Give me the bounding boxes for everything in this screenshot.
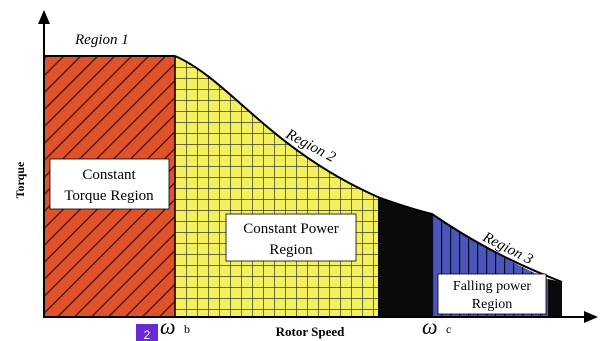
x-axis-label: Rotor Speed — [276, 324, 346, 339]
constant-torque-line2: Torque Region — [64, 188, 154, 204]
constant-power-line2: Region — [269, 242, 313, 258]
constant-power-line1: Constant Power — [243, 221, 338, 237]
y-axis-arrow — [38, 10, 50, 24]
omega-b-symbol: ω — [160, 314, 176, 339]
omega-c-subscript: c — [446, 322, 451, 336]
constant-power-box — [225, 213, 357, 262]
transition-band — [378, 196, 432, 316]
region3-tip — [548, 279, 562, 316]
annotation-badge[interactable] — [136, 324, 158, 341]
falling-power-line1: Falling power — [453, 279, 531, 294]
omega-b-subscript: b — [184, 322, 190, 336]
falling-power-line2: Region — [472, 297, 512, 312]
region2-area — [175, 56, 380, 316]
falling-power-box — [437, 273, 547, 315]
constant-torque-box — [49, 158, 170, 210]
torque-curve — [174, 55, 563, 283]
region1-label: Region 1 — [74, 32, 129, 48]
x-axis-arrow — [584, 311, 598, 323]
constant-torque-line1: Constant — [82, 167, 136, 183]
y-axis-label: Torque — [13, 161, 27, 198]
omega-c-symbol: ω — [422, 314, 438, 339]
annotation-badge-text: 2 — [144, 328, 151, 341]
